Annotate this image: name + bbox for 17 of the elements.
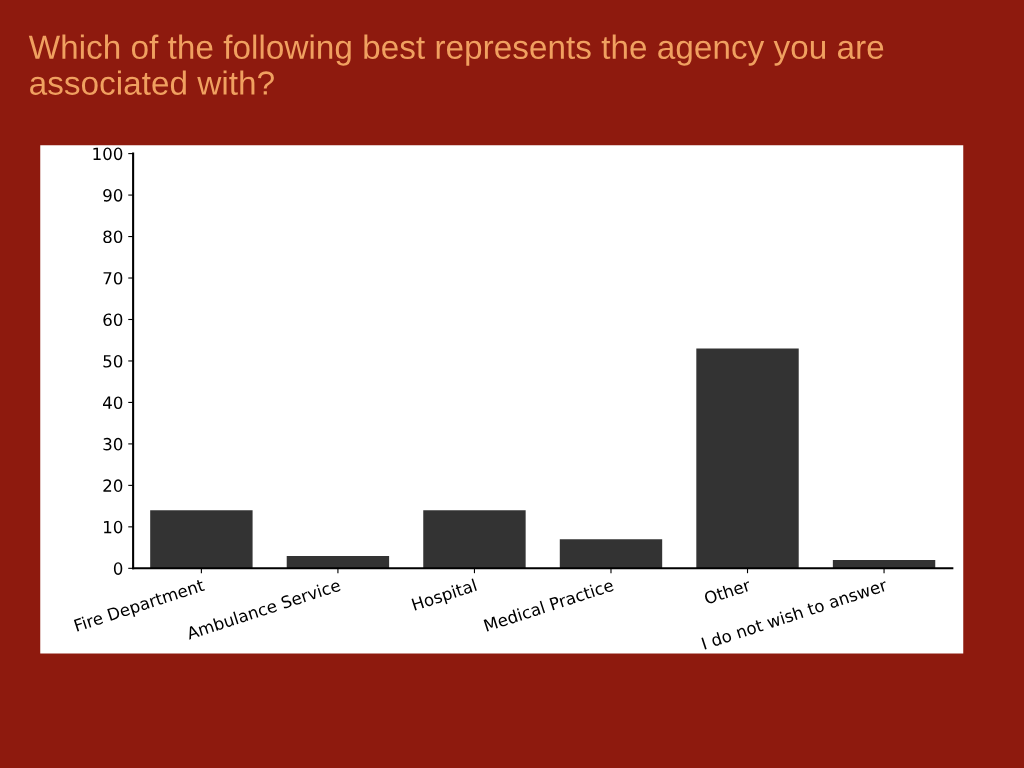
y-tick-label: 70 [103,271,123,285]
bar [423,510,526,569]
bar [150,510,253,569]
bar [559,539,663,569]
y-tick-label: 90 [103,189,123,202]
y-tick-label: 60 [103,313,123,327]
y-tick-label: 20 [103,479,123,492]
y-tick-label: 50 [103,354,123,368]
y-tick-label: 100 [93,147,123,161]
bar [696,348,799,569]
chart-title: Which of the following best represents the agency you are associated with? [28,34,884,95]
y-tick-label: 10 [104,520,123,534]
y-tick-label: 80 [103,230,123,244]
y-tick-label: 30 [103,437,123,451]
y-tick-label: 40 [103,396,123,409]
x-tick-label: Other [703,578,752,605]
y-tick-label: 0 [113,562,123,575]
